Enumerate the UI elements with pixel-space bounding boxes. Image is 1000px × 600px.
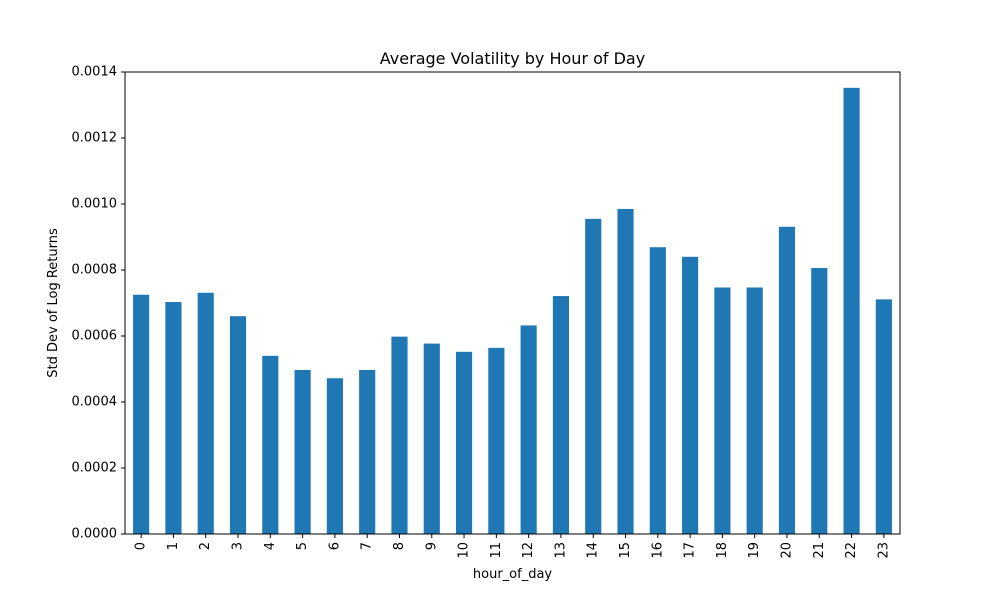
bar-hour-4 (262, 355, 279, 534)
bar-hour-17 (682, 256, 699, 534)
y-axis: 0.0000 0.0002 0.0004 0.0006 0.0008 0.0010 0.00… (72, 65, 125, 542)
bar-hour-8 (391, 336, 408, 534)
x-tick-label: 22 (844, 542, 859, 559)
x-tick-label: 21 (812, 542, 827, 559)
y-tick-label: 0.0006 (72, 329, 118, 344)
x-tick-label: 16 (650, 542, 665, 559)
x-tick-label: 20 (779, 542, 794, 559)
y-tick-label: 0.0012 (72, 131, 118, 146)
y-tick-label: 0.0008 (72, 263, 118, 278)
bar-hour-9 (423, 343, 440, 534)
bar-hour-0 (133, 294, 150, 534)
bar-hour-5 (294, 369, 311, 534)
x-tick-label: 15 (618, 542, 633, 559)
bar-hour-13 (552, 296, 570, 534)
y-tick-label: 0.0014 (72, 65, 118, 80)
x-tick-label: 13 (553, 542, 568, 559)
x-tick-label: 1 (166, 542, 181, 550)
y-axis-label: Std Dev of Log Returns (46, 228, 61, 378)
bar-hour-18 (714, 287, 731, 534)
x-tick-label: 14 (586, 542, 601, 559)
x-tick-label: 2 (198, 542, 213, 550)
bar-hour-11 (488, 347, 505, 534)
x-tick-label: 11 (489, 542, 504, 559)
x-tick-label: 12 (521, 542, 536, 559)
x-tick-label: 17 (683, 542, 698, 559)
x-tick-label: 0 (134, 542, 149, 550)
bar-hour-10 (455, 351, 473, 534)
x-tick-label: 3 (231, 542, 246, 550)
x-tick-label: 7 (360, 542, 375, 550)
x-tick-label: 9 (424, 542, 439, 550)
x-axis: 0 1 2 3 4 5 6 7 8 9 10 11 12 13 14 15 16 17 18 19 20 21 22 23 (134, 534, 891, 559)
chart-title: Average Volatility by Hour of Day (380, 49, 645, 68)
plot-frame (124, 71, 901, 535)
bar-hour-6 (326, 378, 343, 534)
x-tick-label: 18 (715, 542, 730, 559)
x-tick-label: 5 (295, 542, 310, 550)
y-tick-label: 0.0004 (72, 395, 118, 410)
x-axis-label: hour_of_day (473, 567, 553, 582)
bar-hour-2 (197, 292, 214, 534)
x-tick-label: 10 (457, 542, 472, 559)
x-tick-label: 23 (876, 542, 891, 559)
bar-hour-20 (778, 226, 796, 534)
bar-hour-21 (811, 268, 828, 534)
x-tick-label: 8 (392, 542, 407, 550)
y-tick-label: 0.0000 (72, 527, 118, 542)
bar-hour-1 (165, 302, 182, 534)
bars-group (133, 87, 892, 535)
bar-hour-7 (359, 369, 376, 534)
bar-hour-19 (746, 287, 763, 534)
bar-hour-3 (229, 316, 247, 534)
bar-hour-14 (585, 218, 602, 534)
bar-hour-16 (649, 247, 666, 535)
bar-hour-22 (843, 87, 860, 534)
bar-hour-12 (520, 325, 537, 534)
bar-hour-23 (875, 299, 892, 534)
y-tick-label: 0.0010 (72, 197, 118, 212)
bar-hour-15 (617, 208, 634, 534)
x-tick-label: 19 (747, 542, 762, 559)
y-tick-label: 0.0002 (72, 461, 118, 476)
x-tick-label: 6 (327, 542, 342, 550)
x-tick-label: 4 (263, 542, 278, 550)
